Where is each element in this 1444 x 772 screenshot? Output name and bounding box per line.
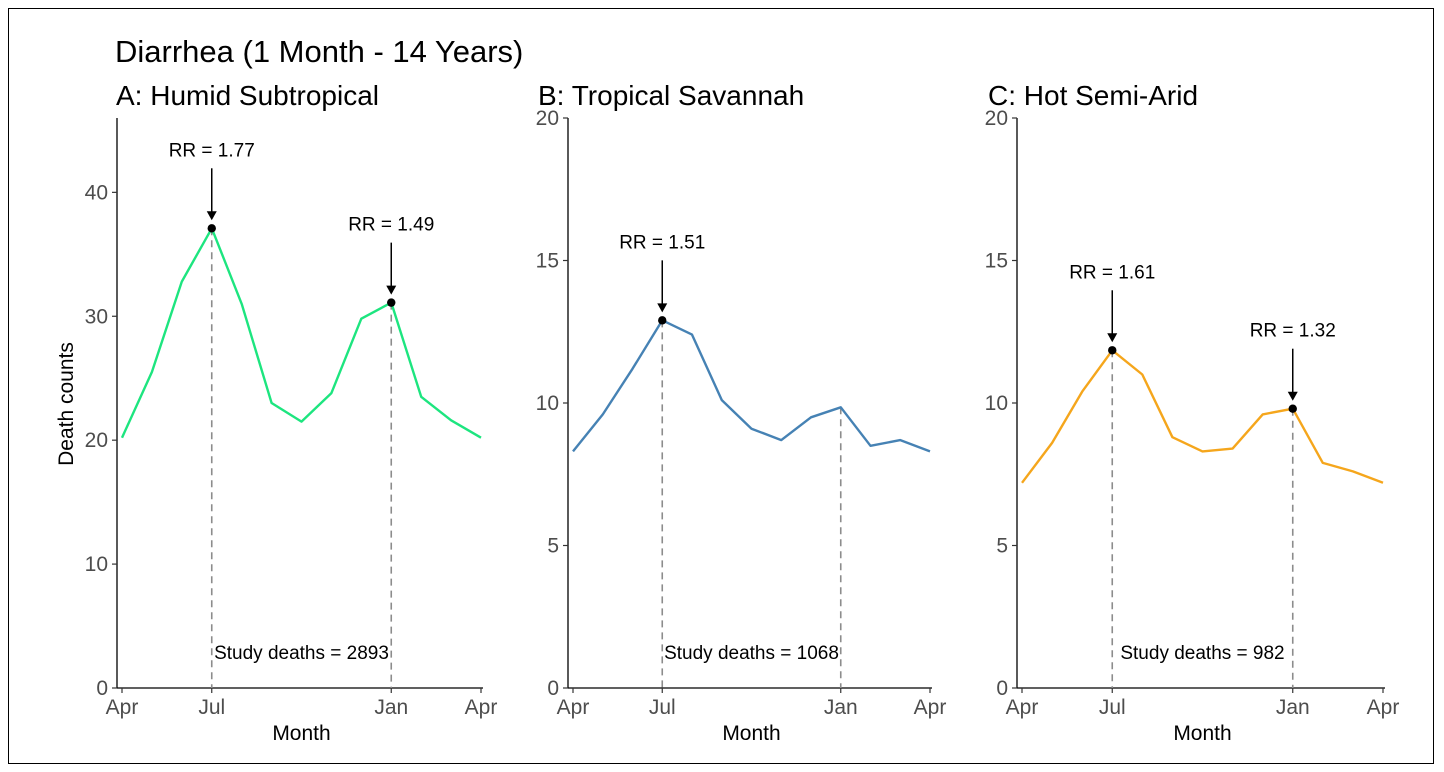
y-tick-label: 15 [536, 250, 559, 273]
figure-title: Diarrhea (1 Month - 14 Years) [115, 34, 523, 69]
x-tick-label: Apr [914, 696, 947, 719]
peak-point [658, 316, 667, 325]
y-tick-label: 0 [547, 677, 559, 700]
peak-rr-label: RR = 1.77 [169, 140, 255, 161]
panel-title: C: Hot Semi-Arid [988, 80, 1198, 111]
x-tick-label: Jan [374, 696, 408, 719]
peak-rr-label: RR = 1.51 [619, 232, 705, 253]
y-axis-title: Death counts [55, 342, 78, 466]
x-axis-title: Month [722, 722, 780, 745]
y-tick-label: 10 [85, 553, 108, 576]
peak-rr-label: RR = 1.32 [1250, 321, 1336, 342]
y-tick-label: 10 [985, 392, 1008, 415]
x-tick-label: Jul [649, 696, 676, 719]
x-tick-label: Apr [1006, 696, 1039, 719]
panel-2: B: Tropical Savannah 0 5 10 15 20 Apr Jul Jan Apr… [536, 80, 947, 745]
x-tick-label: Jul [1099, 696, 1126, 719]
peak-rr-label: RR = 1.61 [1069, 262, 1155, 283]
x-tick-label: Apr [465, 696, 498, 719]
y-tick-label: 5 [996, 535, 1008, 558]
peak-arrow-head [1287, 391, 1298, 401]
y-tick-label: 10 [536, 392, 559, 415]
y-tick-label: 30 [85, 305, 108, 328]
study-deaths-label: Study deaths = 2893 [214, 643, 389, 664]
peak-rr-label: RR = 1.49 [348, 215, 434, 236]
x-tick-label: Apr [1367, 696, 1400, 719]
peak-arrow-head [1107, 333, 1118, 343]
y-tick-label: 20 [85, 429, 108, 452]
y-tick-label: 20 [536, 107, 559, 130]
y-tick-label: 40 [85, 181, 108, 204]
series-line [120, 227, 482, 439]
x-tick-label: Apr [106, 696, 139, 719]
study-deaths-label: Study deaths = 982 [1120, 643, 1284, 664]
panel-1: A: Humid Subtropical 0 10 20 30 40 Apr Jul Jan Ap… [85, 80, 498, 745]
series-line [572, 319, 931, 453]
x-axis-title: Month [272, 722, 330, 745]
peak-point [387, 298, 396, 307]
peak-arrow-head [386, 285, 397, 295]
y-tick-label: 0 [996, 677, 1008, 700]
peak-point [207, 224, 216, 233]
x-axis-title: Month [1173, 722, 1231, 745]
peak-point [1288, 404, 1297, 413]
y-tick-label: 0 [96, 677, 108, 700]
panels: A: Humid Subtropical 0 10 20 30 40 Apr Jul Jan Ap… [85, 80, 1400, 745]
panel-3: C: Hot Semi-Arid 0 5 10 15 20 Apr Jul Jan Apr Mont… [985, 80, 1400, 745]
x-tick-label: Jan [824, 696, 858, 719]
series-line [1021, 349, 1384, 484]
y-tick-label: 20 [985, 107, 1008, 130]
peak-arrow-head [657, 303, 668, 313]
x-tick-label: Jan [1276, 696, 1310, 719]
peak-point [1108, 346, 1117, 355]
panel-title: B: Tropical Savannah [538, 80, 804, 111]
x-tick-label: Jul [198, 696, 225, 719]
study-deaths-label: Study deaths = 1068 [664, 643, 839, 664]
peak-arrow-head [206, 211, 217, 221]
figure-frame [8, 8, 1434, 764]
x-tick-label: Apr [557, 696, 590, 719]
y-tick-label: 15 [985, 250, 1008, 273]
y-tick-label: 5 [547, 535, 559, 558]
panel-title: A: Humid Subtropical [116, 80, 379, 111]
